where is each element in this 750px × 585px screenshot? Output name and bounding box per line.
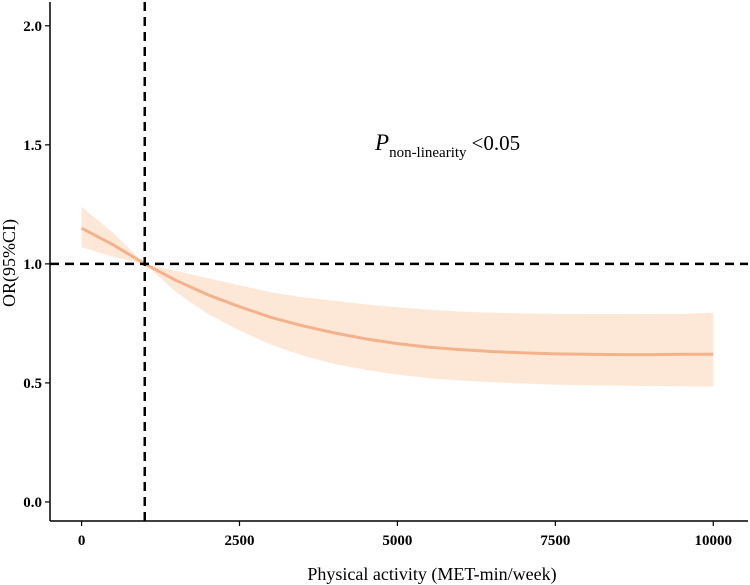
p-symbol: P [374, 130, 389, 155]
confidence-band [81, 206, 714, 387]
y-tick-label: 0.0 [23, 495, 42, 511]
x-tick-label: 0 [78, 533, 86, 549]
y-tick-label: 1.5 [23, 138, 42, 154]
y-axis-title: OR(95%CI) [0, 219, 20, 307]
x-tick-label: 7500 [540, 533, 570, 549]
x-tick-label: 5000 [382, 533, 412, 549]
confidence-band-layer [81, 206, 714, 387]
x-tick-label: 2500 [225, 533, 255, 549]
reference-lines-layer [50, 2, 748, 521]
axes-layer: 0.0 0.5 1.0 1.5 2.0 0 2500 5000 7500 10000 [23, 2, 748, 549]
y-tick-label: 1.0 [23, 257, 42, 273]
x-axis-title: Physical activity (MET-min/week) [307, 564, 556, 585]
or-curve-layer [80, 226, 714, 357]
y-tick-label: 2.0 [23, 19, 42, 35]
p-subscript: non-linearity [389, 145, 467, 161]
p-value: <0.05 [472, 131, 521, 155]
y-tick-label: 0.5 [23, 376, 42, 392]
x-tick-label: 10000 [695, 533, 733, 549]
nonlinearity-annotation: Pnon-linearity <0.05 [374, 130, 520, 161]
or-curve [80, 226, 714, 357]
